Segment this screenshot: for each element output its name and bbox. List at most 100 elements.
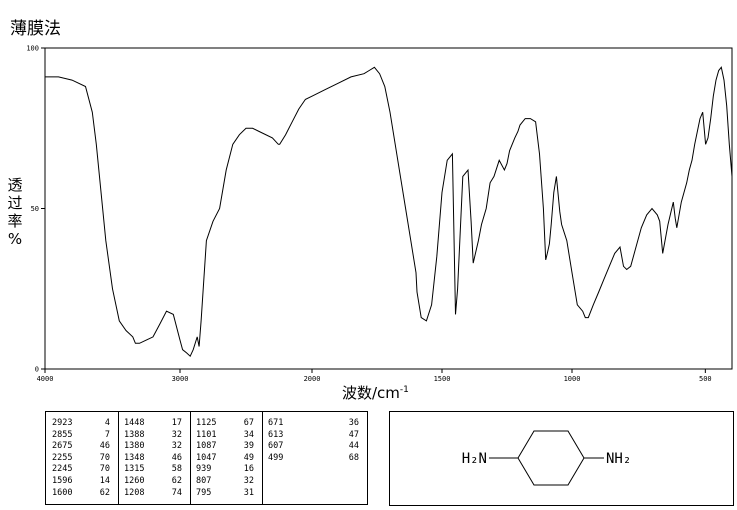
x-tick-label: 2000 <box>304 375 321 383</box>
peak-wavenumber: 939 <box>196 464 212 475</box>
peak-wavenumber: 671 <box>268 418 284 428</box>
peak-wavenumber: 1448 <box>124 418 145 428</box>
amine-right: NH₂ <box>606 451 631 467</box>
peak-table-row: 807 32 <box>190 475 262 487</box>
y-label-char: 透 <box>7 176 23 194</box>
peak-transmittance: 16 <box>243 464 254 475</box>
y-tick-label: 100 <box>26 45 39 53</box>
peak-transmittance: 14 <box>99 476 110 486</box>
spectrum-line <box>45 66 733 358</box>
peak-table: 2923 4 2855 7 2675 46 2255 70 2245 70 1596 14 1600 62… <box>45 411 368 505</box>
peak-table-row: 1208 74 <box>118 487 190 499</box>
page-title: 薄膜法 <box>10 19 61 39</box>
amine-left: H₂N <box>462 451 487 467</box>
peak-transmittance: 68 <box>348 452 359 463</box>
peak-wavenumber: 1348 <box>124 452 145 463</box>
peak-transmittance: 67 <box>243 418 254 428</box>
y-axis-label: 透过率% <box>2 176 28 248</box>
peak-table-column: 671 36 613 47 607 44 499 68 <box>262 412 367 504</box>
peak-wavenumber: 607 <box>268 441 284 452</box>
peak-wavenumber: 1388 <box>124 429 145 440</box>
y-label-char: % <box>7 230 23 248</box>
peak-wavenumber: 1087 <box>196 441 217 452</box>
peak-table-row: 2245 70 <box>46 463 118 475</box>
peak-table-column: 1448 17 1388 32 1380 32 1348 46 1315 58 1260 62 1208… <box>118 412 191 504</box>
peak-transmittance: 62 <box>171 476 182 486</box>
peak-transmittance: 39 <box>243 441 254 452</box>
peak-table-row: 1260 62 <box>118 475 190 487</box>
peak-transmittance: 36 <box>348 418 359 428</box>
ir-spectrum-chart: 4000 3000 2000 1500 1000 500 0 50 100 <box>26 45 733 384</box>
peak-wavenumber: 2245 <box>52 464 73 475</box>
peak-wavenumber: 1208 <box>124 487 145 498</box>
x-axis-label: 波数/cm-1 <box>342 384 409 402</box>
peak-transmittance: 44 <box>348 441 359 452</box>
peak-transmittance: 58 <box>171 464 182 475</box>
axis-ticks: 4000 3000 2000 1500 1000 500 0 50 100 <box>26 45 711 384</box>
x-tick-label: 1500 <box>434 375 451 383</box>
peak-wavenumber: 1260 <box>124 476 145 486</box>
y-label-char: 过 <box>7 194 23 212</box>
peak-transmittance: 31 <box>243 487 254 498</box>
peak-wavenumber: 613 <box>268 429 284 440</box>
peak-wavenumber: 2855 <box>52 429 73 440</box>
peak-wavenumber: 807 <box>196 476 212 486</box>
peak-table-row: 2855 7 <box>46 429 118 441</box>
peak-table-row: 1380 32 <box>118 440 190 452</box>
peak-wavenumber: 1047 <box>196 452 217 463</box>
peak-transmittance: 49 <box>243 452 254 463</box>
peak-table-row: 2675 46 <box>46 440 118 452</box>
peak-transmittance: 32 <box>171 441 182 452</box>
peak-transmittance: 47 <box>348 429 359 440</box>
peak-transmittance: 46 <box>99 441 110 452</box>
peak-table-row: 499 68 <box>262 452 367 464</box>
x-tick-label: 3000 <box>172 375 189 383</box>
peak-table-row: 1600 62 <box>46 487 118 499</box>
peak-transmittance: 62 <box>99 487 110 498</box>
peak-table-row: 2923 4 <box>46 417 118 429</box>
peak-table-row: 2255 70 <box>46 452 118 464</box>
peak-table-row: 1101 34 <box>190 429 262 441</box>
peak-wavenumber: 795 <box>196 487 212 498</box>
peak-transmittance: 4 <box>104 418 110 428</box>
peak-table-row: 1087 39 <box>190 440 262 452</box>
y-label-char: 率 <box>7 212 23 230</box>
peak-table-row: 607 44 <box>262 440 367 452</box>
structure-panel: H₂N NH₂ <box>389 411 734 506</box>
y-tick-label: 50 <box>31 205 39 213</box>
peak-wavenumber: 1596 <box>52 476 73 486</box>
molecule-structure: H₂N NH₂ <box>462 430 631 486</box>
peak-transmittance: 7 <box>104 429 110 440</box>
peak-transmittance: 34 <box>243 429 254 440</box>
peak-table-column: 2923 4 2855 7 2675 46 2255 70 2245 70 1596 14 1600 62 <box>46 412 119 504</box>
x-tick-label: 500 <box>699 375 712 383</box>
peak-wavenumber: 1125 <box>196 418 217 428</box>
peak-transmittance: 70 <box>99 452 110 463</box>
peak-wavenumber: 2923 <box>52 418 73 428</box>
peak-table-row: 1388 32 <box>118 429 190 441</box>
peak-transmittance: 17 <box>171 418 182 428</box>
peak-wavenumber: 1101 <box>196 429 217 440</box>
x-tick-label: 1000 <box>564 375 581 383</box>
peak-wavenumber: 1600 <box>52 487 73 498</box>
peak-transmittance: 70 <box>99 464 110 475</box>
peak-table-row: 1448 17 <box>118 417 190 429</box>
peak-wavenumber: 499 <box>268 452 284 463</box>
peak-table-row: 795 31 <box>190 487 262 499</box>
peak-wavenumber: 1315 <box>124 464 145 475</box>
peak-table-row: 1348 46 <box>118 452 190 464</box>
peak-transmittance: 32 <box>243 476 254 486</box>
peak-transmittance: 32 <box>171 429 182 440</box>
plot-frame <box>44 47 733 370</box>
peak-table-row: 939 16 <box>190 463 262 475</box>
peak-table-row: 671 36 <box>262 417 367 429</box>
peak-table-row: 1596 14 <box>46 475 118 487</box>
peak-table-row: 1315 58 <box>118 463 190 475</box>
y-tick-label: 0 <box>35 366 39 374</box>
x-tick-label: 4000 <box>37 375 54 383</box>
peak-transmittance: 46 <box>171 452 182 463</box>
peak-table-row: 1125 67 <box>190 417 262 429</box>
peak-transmittance: 74 <box>171 487 182 498</box>
peak-wavenumber: 2675 <box>52 441 73 452</box>
peak-table-row: 1047 49 <box>190 452 262 464</box>
